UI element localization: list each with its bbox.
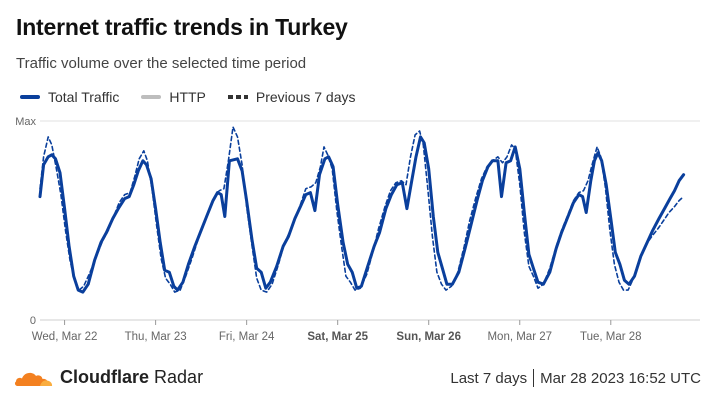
legend-item-http[interactable]: HTTP <box>141 89 206 105</box>
brand-name-light: Radar <box>154 366 204 387</box>
x-tick-label: Sat, Mar 25 <box>307 331 368 343</box>
chart-legend: Total Traffic HTTP Previous 7 days <box>20 89 378 105</box>
cloud-logo-icon <box>14 372 53 386</box>
previous-7-days-line <box>39 126 685 293</box>
chart-grid <box>40 120 700 321</box>
y-tick-label: Max <box>15 116 36 128</box>
legend-swatch-http <box>141 95 162 99</box>
timestamp-label: Mar 28 2023 16:52 UTC <box>540 369 701 387</box>
legend-label-previous: Previous 7 days <box>255 89 356 105</box>
x-tick-label: Thu, Mar 23 <box>125 331 187 343</box>
legend-swatch-previous <box>227 95 248 99</box>
legend-item-total[interactable]: Total Traffic <box>20 89 119 105</box>
footer-separator <box>533 369 535 387</box>
brand-name: Cloudflare Radar <box>60 367 203 388</box>
footer-range-info: Last 7 days Mar 28 2023 16:52 UTC <box>450 369 701 387</box>
cloudflare-radar-logo: Cloudflare Radar <box>14 366 203 388</box>
total-traffic-line <box>38 135 686 294</box>
brand-name-bold: Cloudflare <box>60 366 150 387</box>
legend-label-http: HTTP <box>169 89 206 105</box>
chart-axes: Max 0 Wed, Mar 22 Thu, Mar 23 Fri, Mar 24 Sat… <box>15 116 641 343</box>
chart-series <box>38 126 686 294</box>
time-range-label: Last 7 days <box>450 369 528 387</box>
x-tick-label: Fri, Mar 24 <box>219 331 275 343</box>
legend-label-total: Total Traffic <box>48 89 120 105</box>
x-tick-label: Mon, Mar 27 <box>487 331 552 343</box>
x-tick-label: Tue, Mar 28 <box>580 331 642 343</box>
page-subtitle: Traffic volume over the selected time pe… <box>16 55 307 72</box>
legend-item-previous[interactable]: Previous 7 days <box>227 89 356 105</box>
page-title: Internet traffic trends in Turkey <box>16 14 348 40</box>
legend-swatch-total <box>20 95 40 99</box>
y-tick-label: 0 <box>30 315 36 327</box>
x-tick-label: Wed, Mar 22 <box>32 331 98 343</box>
x-tick-label: Sun, Mar 26 <box>396 331 461 343</box>
